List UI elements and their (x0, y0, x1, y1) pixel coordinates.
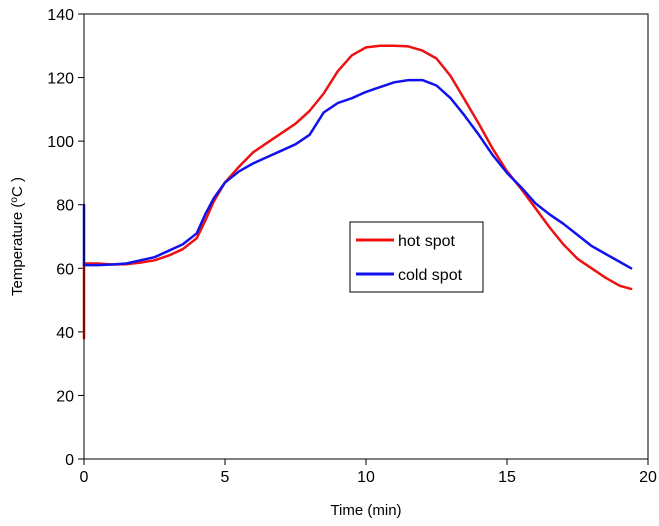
y-tick-label: 40 (56, 325, 74, 342)
legend-box (349, 221, 484, 293)
x-axis-ticks: 0 5 10 15 20 (80, 459, 657, 486)
y-tick-label: 0 (65, 452, 74, 469)
y-tick-label: 100 (47, 134, 74, 151)
y-axis-ticks: 0 20 40 60 80 100 120 140 (47, 7, 84, 469)
x-tick-label: 0 (80, 469, 89, 486)
series-layer (82, 44, 633, 340)
legend-label-hot-spot: hot spot (398, 233, 455, 250)
legend: hot spot cold spot (349, 221, 484, 293)
y-tick-label: 120 (47, 71, 74, 88)
x-tick-label: 20 (639, 469, 657, 486)
series-line-hot-spot (82, 44, 633, 340)
y-tick-label: 140 (47, 7, 74, 24)
series-line-cold-spot (82, 78, 633, 270)
x-tick-label: 15 (498, 469, 516, 486)
plot-area-frame (83, 13, 649, 460)
legend-label-cold-spot: cold spot (398, 267, 463, 284)
y-tick-label: 60 (56, 261, 74, 278)
y-axis-title: Temperature (oC ) (9, 177, 27, 296)
x-axis-title: Time (min) (330, 502, 401, 519)
y-tick-label: 80 (56, 198, 74, 215)
x-tick-label: 10 (357, 469, 375, 486)
y-axis-title-before: Temperature ( (9, 203, 26, 296)
y-axis-title-sup: o (9, 197, 20, 203)
x-tick-label: 5 (221, 469, 230, 486)
y-tick-label: 20 (56, 388, 74, 405)
y-axis-title-after: C ) (9, 177, 26, 197)
